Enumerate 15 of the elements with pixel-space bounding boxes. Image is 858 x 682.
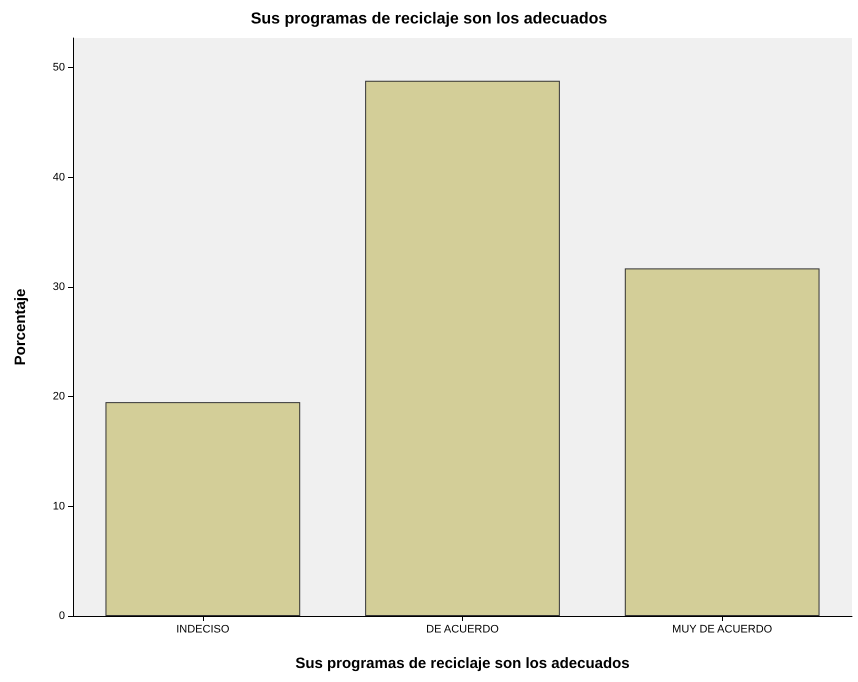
x-tick-label: DE ACUERDO	[426, 624, 500, 636]
bar	[105, 402, 300, 616]
x-tick-label: MUY DE ACUERDO	[672, 624, 773, 636]
chart-title: Sus programas de reciclaje son los adecuados	[250, 10, 608, 28]
y-tick-label: 50	[52, 62, 65, 74]
y-tick-label: 0	[58, 610, 65, 622]
x-tick-label: INDECISO	[176, 624, 230, 636]
y-tick-label: 20	[52, 390, 65, 403]
y-tick-label: 40	[52, 171, 65, 184]
y-tick-label: 10	[52, 500, 65, 512]
bar	[624, 268, 820, 616]
y-axis-title: Porcentaje	[12, 288, 29, 366]
bar	[365, 80, 560, 616]
x-axis-title: Sus programas de reciclaje son los adecuados	[295, 655, 630, 672]
y-tick-label: 30	[52, 280, 65, 293]
